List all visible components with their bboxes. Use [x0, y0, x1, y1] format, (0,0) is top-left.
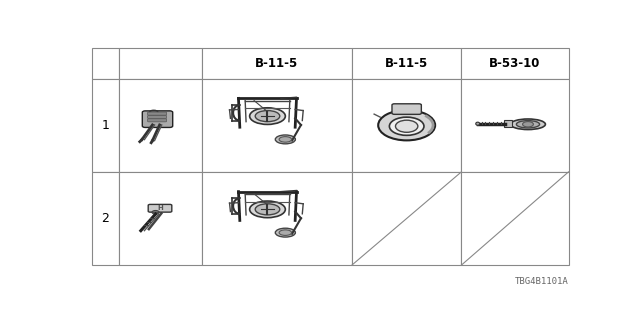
Bar: [352, 172, 461, 265]
Ellipse shape: [255, 111, 280, 122]
Text: H: H: [157, 205, 163, 212]
Ellipse shape: [516, 121, 540, 128]
FancyBboxPatch shape: [148, 116, 166, 118]
Ellipse shape: [378, 110, 435, 140]
Text: 2: 2: [102, 212, 109, 225]
Ellipse shape: [275, 228, 296, 237]
Polygon shape: [147, 111, 171, 119]
Bar: [92, 79, 118, 172]
Text: B-53-10: B-53-10: [490, 57, 541, 70]
Bar: [461, 79, 568, 172]
Ellipse shape: [279, 230, 292, 236]
Ellipse shape: [250, 108, 285, 124]
Bar: [461, 172, 568, 265]
FancyBboxPatch shape: [148, 119, 166, 122]
FancyBboxPatch shape: [148, 112, 166, 115]
FancyBboxPatch shape: [148, 204, 172, 212]
Bar: [352, 79, 461, 172]
Text: TBG4B1101A: TBG4B1101A: [515, 277, 568, 286]
Ellipse shape: [389, 117, 424, 135]
Text: B-11-5: B-11-5: [255, 57, 298, 70]
Ellipse shape: [476, 122, 479, 125]
Bar: [92, 48, 118, 79]
Bar: [92, 172, 118, 265]
FancyBboxPatch shape: [504, 120, 512, 127]
Ellipse shape: [275, 135, 296, 144]
Bar: [118, 48, 202, 79]
Ellipse shape: [250, 201, 285, 218]
Ellipse shape: [511, 119, 545, 130]
Text: B-11-5: B-11-5: [385, 57, 428, 70]
Bar: [118, 172, 202, 265]
Bar: [202, 172, 352, 265]
Circle shape: [523, 122, 533, 127]
Bar: [202, 48, 352, 79]
Ellipse shape: [255, 204, 280, 215]
FancyBboxPatch shape: [392, 104, 421, 114]
Ellipse shape: [279, 137, 292, 142]
Bar: [352, 48, 461, 79]
Ellipse shape: [396, 120, 418, 132]
Text: 1: 1: [102, 119, 109, 132]
Bar: [202, 79, 352, 172]
Bar: [118, 79, 202, 172]
Bar: [461, 48, 568, 79]
FancyBboxPatch shape: [142, 111, 173, 127]
